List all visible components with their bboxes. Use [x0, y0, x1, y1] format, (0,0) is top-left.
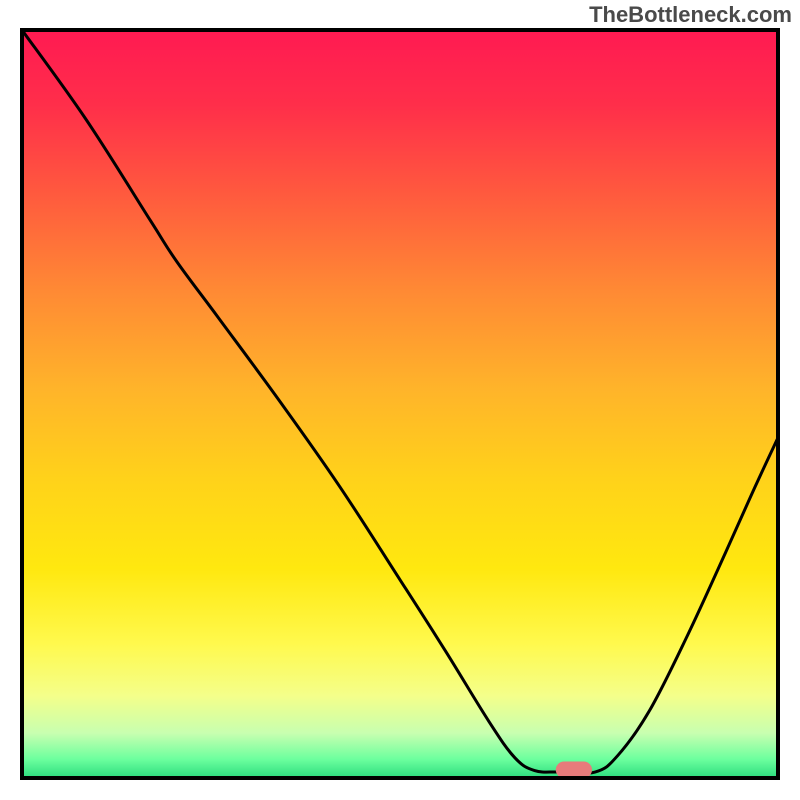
optimum-marker — [556, 762, 592, 778]
chart-container: TheBottleneck.com — [0, 0, 800, 800]
bottleneck-chart — [0, 0, 800, 800]
plot-area — [22, 30, 778, 778]
gradient-background — [22, 30, 778, 778]
